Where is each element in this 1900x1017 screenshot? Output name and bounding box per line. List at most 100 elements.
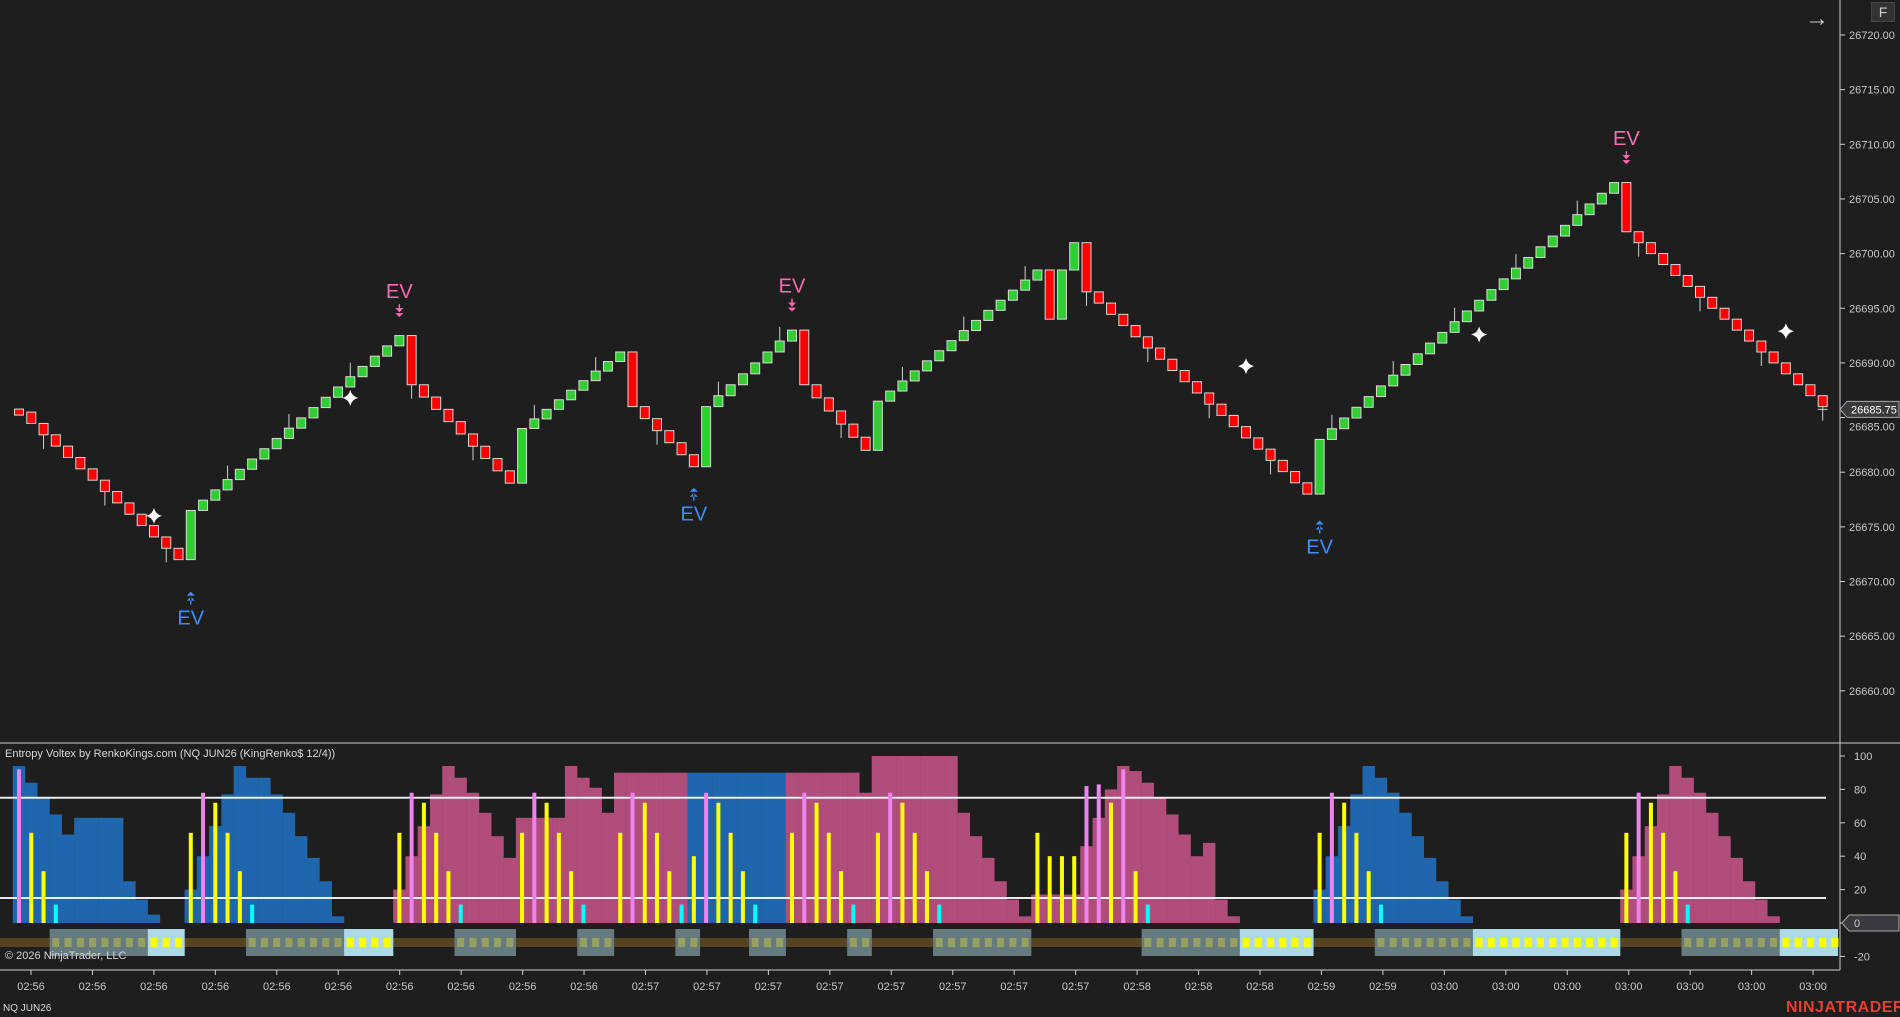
candle-up <box>1400 363 1411 376</box>
bull-histogram-bar <box>1423 857 1437 923</box>
candle-down <box>443 408 454 423</box>
signal-spike <box>1072 856 1077 923</box>
signal-spike <box>213 802 218 923</box>
time-tick-label: 02:59 <box>1308 981 1336 993</box>
bear-histogram-bar <box>1166 814 1179 923</box>
state-square <box>248 938 256 947</box>
bear-histogram-bar <box>859 792 872 923</box>
state-square <box>1193 938 1201 947</box>
state-square <box>481 938 489 947</box>
candle-up <box>1020 279 1031 291</box>
f-button[interactable]: F <box>1871 2 1895 22</box>
bear-histogram-bar <box>1742 881 1756 923</box>
signal-spike <box>201 792 206 923</box>
candle-down <box>652 418 663 432</box>
candle-down <box>1633 231 1644 244</box>
state-strip-box <box>1374 929 1474 956</box>
price-tick-label: 26675.00 <box>1849 522 1895 534</box>
state-square <box>690 938 698 947</box>
time-tick-label: 03:00 <box>1615 981 1643 993</box>
candle-up <box>308 407 319 419</box>
candle-down <box>676 442 687 456</box>
buy-arrow-icon <box>689 487 698 501</box>
ev-buy-label: EV <box>177 608 204 630</box>
signal-spike <box>1366 871 1371 923</box>
bear-histogram-bar <box>957 812 970 923</box>
candle-up <box>1437 331 1448 344</box>
signal-spike <box>225 832 230 923</box>
signal-spike <box>532 792 537 923</box>
time-tick-label: 02:56 <box>263 981 291 993</box>
time-tick-label: 02:57 <box>632 981 660 993</box>
state-square <box>334 938 342 947</box>
state-square <box>1610 938 1618 947</box>
candle-up <box>1560 224 1571 237</box>
candle-down <box>1191 381 1202 394</box>
state-square <box>1414 938 1422 947</box>
signal-spike <box>851 904 856 923</box>
candle-down <box>1277 459 1288 473</box>
candle-down <box>639 406 650 420</box>
state-square <box>285 938 293 947</box>
candle-down <box>1670 264 1681 276</box>
state-square <box>1205 938 1213 947</box>
signal-spike <box>888 792 893 923</box>
candle-down <box>480 445 491 460</box>
state-square <box>64 938 72 947</box>
state-square <box>125 938 133 947</box>
signal-spike <box>544 802 549 923</box>
state-square <box>948 938 956 947</box>
state-square <box>1512 938 1520 947</box>
arrow-right-icon[interactable]: → <box>1805 5 1829 32</box>
candle-down <box>1044 269 1055 320</box>
candle-up <box>259 448 270 460</box>
star-icon <box>145 507 162 524</box>
state-square <box>494 938 502 947</box>
bear-histogram-bar <box>454 777 467 923</box>
bull-histogram-bar <box>687 772 701 923</box>
bull-histogram-bar <box>37 797 50 923</box>
candle-down <box>406 335 417 386</box>
candle-down <box>504 470 515 484</box>
candle-down <box>1093 291 1104 304</box>
time-tick-label: 02:56 <box>202 981 230 993</box>
state-square <box>960 938 968 947</box>
buy-arrow-icon <box>1315 520 1324 534</box>
bear-histogram-bar <box>564 766 578 923</box>
state-square <box>1426 938 1434 947</box>
state-square <box>1402 938 1410 947</box>
candle-up <box>578 380 589 391</box>
candle-up <box>185 509 196 561</box>
state-square <box>1230 938 1238 947</box>
candle-up <box>333 386 344 398</box>
candle-up <box>234 468 245 481</box>
time-tick-label: 02:57 <box>1000 981 1028 993</box>
signal-spike <box>1145 904 1150 923</box>
state-square <box>1021 938 1029 947</box>
time-tick-label: 02:56 <box>509 981 537 993</box>
bear-histogram-bar <box>969 836 983 923</box>
candle-down <box>1658 253 1669 266</box>
candle-up <box>590 370 601 382</box>
candle-down <box>87 468 98 481</box>
candle-up <box>296 417 307 429</box>
signal-spike <box>1624 832 1629 923</box>
state-square <box>1267 938 1275 947</box>
state-square <box>1806 938 1814 947</box>
candle-up <box>1326 428 1337 440</box>
star-icon <box>1471 326 1488 343</box>
candle-up <box>198 499 209 511</box>
state-square <box>1598 938 1606 947</box>
candle-down <box>1621 182 1632 233</box>
candle-up <box>271 437 282 450</box>
candle-down <box>1216 403 1227 416</box>
state-square <box>1794 938 1802 947</box>
state-square <box>1770 938 1778 947</box>
signal-spike <box>556 832 561 923</box>
candle-up <box>983 309 994 321</box>
time-tick-label: 02:56 <box>447 981 475 993</box>
candle-up <box>774 340 785 353</box>
candle-up <box>971 319 982 332</box>
signal-spike <box>875 832 880 923</box>
